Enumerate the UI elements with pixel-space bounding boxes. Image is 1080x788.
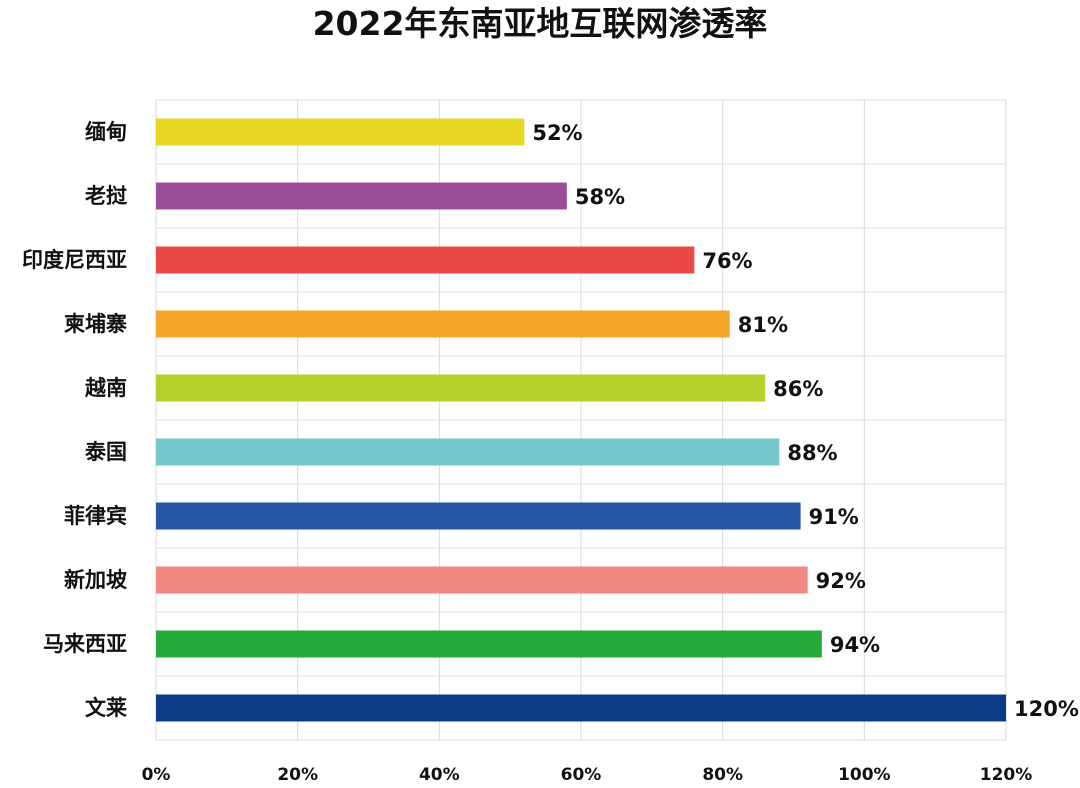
bar-10 [156, 694, 1006, 722]
bar-9 [156, 630, 822, 658]
bar-3 [156, 246, 695, 274]
value-label: 92% [816, 569, 866, 593]
category-label: 越南 [84, 376, 127, 400]
bar-4 [156, 310, 730, 338]
category-label: 马来西亚 [43, 632, 127, 656]
value-labels: 52% 58% 76% 81% 86% 88% 91% 92% 94% 120% [532, 121, 1079, 721]
category-label: 泰国 [84, 440, 127, 464]
value-label: 91% [809, 505, 859, 529]
category-label: 印度尼西亚 [22, 248, 127, 272]
category-label: 缅甸 [85, 120, 127, 144]
value-label: 58% [575, 185, 625, 209]
x-tick-label: 120% [980, 765, 1033, 785]
x-tick-label: 60% [561, 765, 602, 785]
category-label: 菲律宾 [64, 504, 127, 528]
category-label: 文莱 [85, 696, 127, 720]
bar-2 [156, 182, 567, 210]
x-tick-label: 0% [142, 765, 171, 785]
bars [156, 118, 1006, 722]
category-label: 老挝 [85, 184, 128, 208]
bar-6 [156, 438, 780, 466]
value-label: 88% [787, 441, 837, 465]
chart-title: 2022年东南亚地互联网渗透率 [312, 4, 768, 43]
value-label: 86% [773, 377, 823, 401]
category-label: 柬埔寨 [64, 312, 127, 336]
value-label: 120% [1014, 697, 1079, 721]
bar-5 [156, 374, 766, 402]
bar-8 [156, 566, 808, 594]
x-axis-ticks: 0% 20% 40% 60% 80% 100% 120% [142, 765, 1033, 785]
x-tick-label: 100% [838, 765, 891, 785]
value-label: 52% [532, 121, 582, 145]
value-label: 81% [738, 313, 788, 337]
bar-1 [156, 118, 525, 146]
category-label: 新加坡 [64, 568, 127, 592]
value-label: 94% [830, 633, 880, 657]
value-label: 76% [702, 249, 752, 273]
x-tick-label: 20% [277, 765, 318, 785]
x-tick-label: 40% [419, 765, 460, 785]
bar-7 [156, 502, 801, 530]
x-tick-label: 80% [702, 765, 743, 785]
